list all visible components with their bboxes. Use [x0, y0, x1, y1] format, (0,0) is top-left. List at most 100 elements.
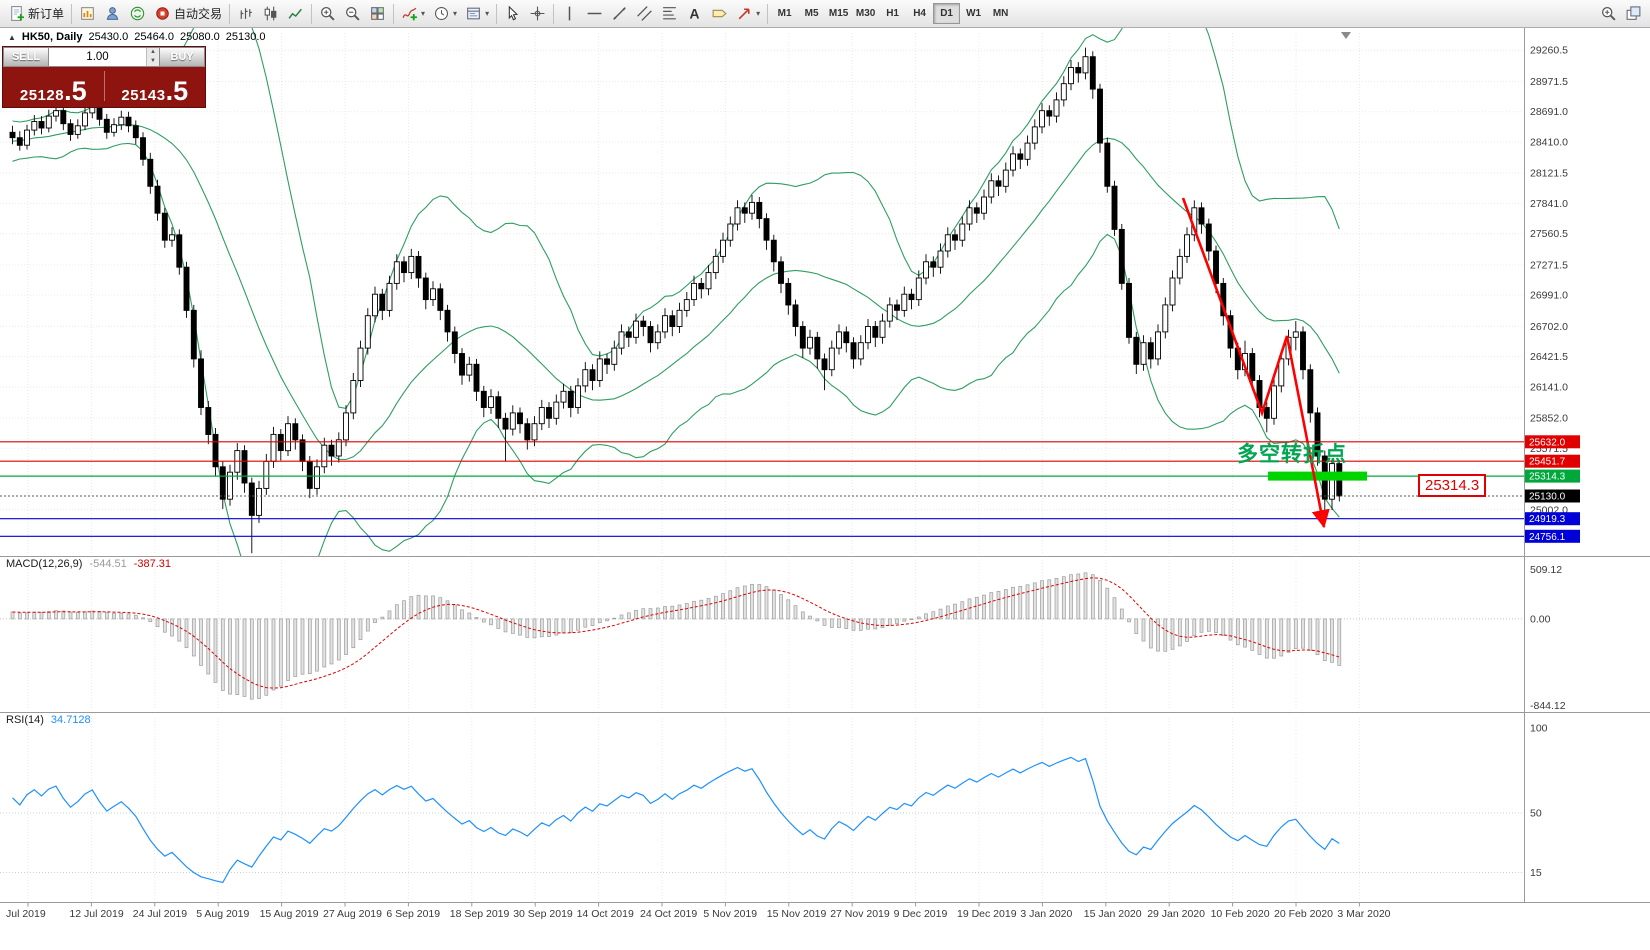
- svg-text:14 Oct 2019: 14 Oct 2019: [577, 908, 634, 920]
- text-icon: A: [690, 5, 700, 21]
- price-line-labels: 25632.0 25451.7 25314.3 24919.3 24756.1 25130…: [1525, 435, 1580, 543]
- rsi-indicator-label: RSI(14) 34.7128: [6, 714, 91, 726]
- candles: [9, 47, 1343, 554]
- chart-symbol-label: HK50, Daily: [21, 31, 83, 43]
- equidistant-channel-icon: [637, 6, 652, 21]
- trendline-icon: [613, 7, 626, 20]
- macd-histogram: [10, 572, 1342, 700]
- timeframe-h4-button[interactable]: H4: [906, 3, 933, 24]
- svg-text:50: 50: [1530, 808, 1542, 820]
- macd-name: MACD(12,26,9): [6, 558, 83, 570]
- cursor-icon: [508, 5, 519, 21]
- bollinger-bands: [12, 28, 1340, 556]
- text-label-button[interactable]: [707, 2, 732, 26]
- trendline-button[interactable]: [607, 2, 632, 26]
- crosshair-button[interactable]: [525, 2, 550, 26]
- new-order-icon: [11, 6, 24, 21]
- svg-text:10 Feb 2020: 10 Feb 2020: [1211, 908, 1270, 920]
- svg-text:15 Nov 2019: 15 Nov 2019: [767, 908, 827, 920]
- svg-text:25451.7: 25451.7: [1529, 457, 1566, 468]
- panel-separators[interactable]: [0, 556, 1650, 903]
- periods-button[interactable]: ▾: [429, 2, 461, 26]
- cursor-button[interactable]: [500, 2, 525, 26]
- terminal-button[interactable]: [125, 2, 150, 26]
- svg-text:27271.5: 27271.5: [1530, 259, 1568, 271]
- timeframe-m1-button[interactable]: M1: [771, 3, 798, 24]
- svg-text:3 Mar 2020: 3 Mar 2020: [1337, 908, 1390, 920]
- svg-text:26702.0: 26702.0: [1530, 321, 1568, 333]
- search-symbol-button[interactable]: [1596, 2, 1621, 26]
- horizontal-line-button[interactable]: [582, 2, 607, 26]
- price-level-callout[interactable]: 25314.3: [1418, 474, 1487, 497]
- chart-shift-marker: [1341, 32, 1351, 39]
- svg-text:Jul 2019: Jul 2019: [6, 908, 46, 920]
- window-list-button[interactable]: [1621, 2, 1646, 26]
- buy-button[interactable]: BUY: [159, 47, 205, 67]
- svg-text:100: 100: [1530, 723, 1548, 735]
- timeframe-mn-button[interactable]: MN: [987, 3, 1014, 24]
- chart-low-value: 25080.0: [179, 31, 220, 43]
- rsi-scale-labels[interactable]: 100 50 15: [1530, 723, 1548, 880]
- toolbar-separator: [393, 3, 395, 24]
- zoom-out-button[interactable]: [340, 2, 365, 26]
- line-chart-mode-button[interactable]: [283, 2, 308, 26]
- turning-point-annotation[interactable]: 多空转折点: [1237, 443, 1347, 466]
- zoom-out-icon: [346, 7, 360, 21]
- navigator-button[interactable]: [100, 2, 125, 26]
- toolbar-separator: [553, 3, 555, 24]
- volume-increase-arrow[interactable]: ▲: [147, 48, 159, 57]
- svg-text:25852.0: 25852.0: [1530, 413, 1568, 425]
- zoom-in-button[interactable]: [315, 2, 340, 26]
- trend-arrow[interactable]: [1181, 197, 1330, 529]
- price-axis-labels[interactable]: 29260.5 28971.5 28691.0 28410.0 28121.5 27841…: [1530, 45, 1568, 517]
- new-order-button[interactable]: 新订单: [4, 2, 68, 26]
- svg-text:18 Sep 2019: 18 Sep 2019: [450, 908, 510, 920]
- fibonacci-retracement-button[interactable]: [657, 2, 682, 26]
- support-zone-highlight[interactable]: [1268, 471, 1367, 481]
- svg-text:30 Sep 2019: 30 Sep 2019: [513, 908, 573, 920]
- sell-button[interactable]: SELL: [3, 47, 49, 67]
- macd-signal-line: [12, 577, 1340, 689]
- templates-button[interactable]: ▾: [461, 2, 493, 26]
- fibonacci-retracement-icon: [663, 7, 676, 20]
- tile-windows-icon: [371, 7, 384, 20]
- text-label-icon: [712, 9, 727, 18]
- zoom-in-icon: [321, 7, 335, 21]
- vertical-line-button[interactable]: [557, 2, 582, 26]
- volume-input[interactable]: [49, 48, 146, 66]
- timeframe-d1-button[interactable]: D1: [933, 3, 961, 24]
- main-toolbar: 新订单 自动交易 ▾ ▾ ▾ A ▾ M1 M5 M15 M30 H1 H4 D1 W1 MN: [0, 0, 1650, 28]
- indicators-icon: [402, 7, 417, 21]
- dropdown-caret-icon: ▾: [485, 9, 490, 18]
- timeframe-m30-button[interactable]: M30: [852, 3, 879, 24]
- candlestick-mode-button[interactable]: [258, 2, 283, 26]
- equidistant-channel-button[interactable]: [632, 2, 657, 26]
- svg-text:24756.1: 24756.1: [1529, 532, 1566, 543]
- svg-text:27 Nov 2019: 27 Nov 2019: [830, 908, 890, 920]
- macd-scale-labels[interactable]: 509.12 0.00 -844.12: [1530, 564, 1566, 712]
- arrows-button[interactable]: ▾: [732, 2, 764, 26]
- timeframe-w1-button[interactable]: W1: [960, 3, 987, 24]
- timeframe-h1-button[interactable]: H1: [879, 3, 906, 24]
- rsi-name: RSI(14): [6, 714, 44, 726]
- svg-text:5 Aug 2019: 5 Aug 2019: [196, 908, 249, 920]
- tile-windows-button[interactable]: [365, 2, 390, 26]
- svg-text:28121.5: 28121.5: [1530, 168, 1568, 180]
- timeframe-m15-button[interactable]: M15: [825, 3, 852, 24]
- chart-open-value: 25430.0: [88, 31, 129, 43]
- bar-chart-mode-button[interactable]: [233, 2, 258, 26]
- autotrading-button[interactable]: 自动交易: [150, 2, 226, 26]
- svg-text:20 Feb 2020: 20 Feb 2020: [1274, 908, 1333, 920]
- svg-text:-844.12: -844.12: [1530, 700, 1566, 712]
- market-watch-button[interactable]: [75, 2, 100, 26]
- time-axis-labels[interactable]: Jul 2019 12 Jul 2019 24 Jul 2019 5 Aug 2019…: [6, 902, 1391, 921]
- chart-grid: [0, 33, 1524, 900]
- volume-decrease-arrow[interactable]: ▼: [147, 57, 159, 66]
- text-button[interactable]: A: [682, 2, 707, 26]
- templates-icon: [467, 7, 480, 20]
- indicators-button[interactable]: ▾: [397, 2, 429, 26]
- ask-price: 25143.5: [121, 76, 189, 106]
- chart-canvas[interactable]: 29260.5 28971.5 28691.0 28410.0 28121.5 27841…: [0, 28, 1650, 950]
- svg-text:6 Sep 2019: 6 Sep 2019: [386, 908, 440, 920]
- timeframe-m5-button[interactable]: M5: [798, 3, 825, 24]
